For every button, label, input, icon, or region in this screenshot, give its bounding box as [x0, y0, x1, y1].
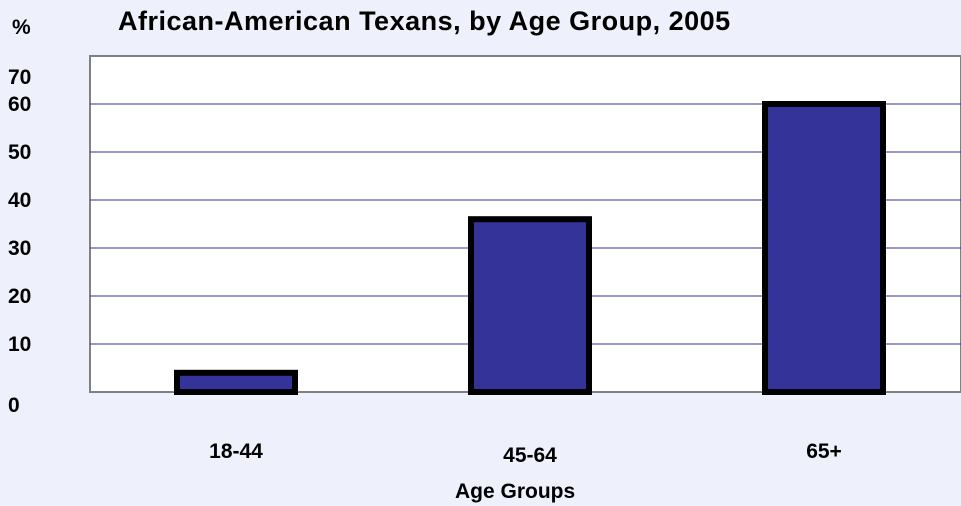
bar-45-64: [468, 216, 592, 395]
x-tick-label-45-64: 45-64: [503, 444, 557, 467]
y-tick-label-10: 10: [8, 333, 31, 356]
y-tick-label-40: 40: [8, 189, 31, 212]
chart-title: African-American Texans, by Age Group, 2…: [118, 6, 731, 36]
y-tick-label-0: 0: [8, 394, 20, 417]
bars: [174, 101, 886, 395]
y-tick-label-50: 50: [8, 141, 31, 164]
y-axis-ticks: 0 10 20 30 40 50 60 70: [8, 66, 31, 417]
x-tick-label-65+: 65+: [806, 440, 842, 463]
x-tick-label-18-44: 18-44: [209, 440, 263, 463]
y-tick-label-30: 30: [8, 237, 31, 260]
bar-18-44: [174, 369, 298, 395]
y-tick-label-20: 20: [8, 285, 31, 308]
y-unit-label: %: [12, 16, 31, 39]
y-tick-label-70: 70: [8, 66, 31, 89]
x-axis-title: Age Groups: [455, 480, 576, 503]
y-tick-label-60: 60: [8, 93, 31, 116]
x-axis-labels: 18-44 45-64 65+: [209, 440, 842, 467]
bar-65+: [762, 101, 886, 395]
